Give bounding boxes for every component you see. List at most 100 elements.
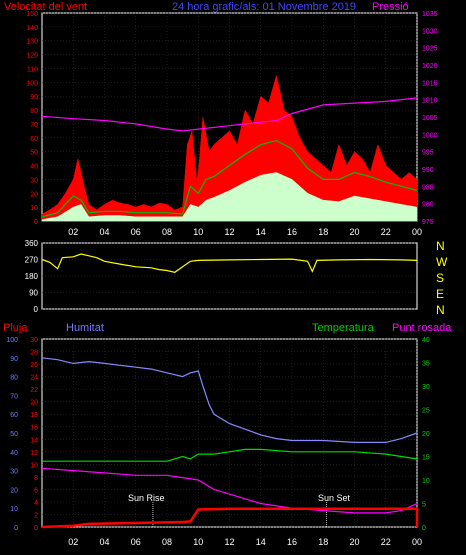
wind-x-tick-1: 04 xyxy=(99,227,109,237)
low-x-tick-9: 20 xyxy=(349,537,359,547)
wind-avg-area xyxy=(41,172,418,222)
pressure-line xyxy=(41,97,418,132)
humidity-y-tick-1: 10 xyxy=(10,506,18,513)
wind-y-tick-4: 40 xyxy=(30,164,38,171)
rain-y-tick-11: 22 xyxy=(30,387,38,394)
dir-y-tick-1: 90 xyxy=(29,289,38,298)
wind-y-tick-11: 110 xyxy=(27,66,38,73)
wind-speed-label: Velocitat del vent xyxy=(4,1,88,13)
rain-label: Pluja xyxy=(3,322,28,334)
humidity-y-tick-7: 70 xyxy=(10,393,18,400)
humidity-label: Humitat xyxy=(66,322,104,334)
pressure-y-tick-6: 1005 xyxy=(422,115,438,122)
rain-y-tick-9: 18 xyxy=(30,412,38,419)
pressure-y-tick-11: 1030 xyxy=(422,28,438,35)
temp-y-tick-7: 35 xyxy=(422,361,430,368)
compass-n-bottom: N xyxy=(436,303,445,317)
pressure-y-tick-5: 1000 xyxy=(422,132,438,139)
rain-y-tick-4: 8 xyxy=(34,475,38,482)
temp-y-tick-0: 0 xyxy=(422,525,426,532)
humidity-y-tick-0: 0 xyxy=(14,525,18,532)
wind-y-tick-15: 150 xyxy=(26,11,38,18)
wind-y-tick-13: 130 xyxy=(26,39,38,46)
humidity-y-tick-4: 40 xyxy=(10,450,18,457)
rain-y-tick-1: 2 xyxy=(34,512,38,519)
low-x-tick-3: 08 xyxy=(162,537,172,547)
humidity-y-tick-5: 50 xyxy=(10,431,18,438)
wind-y-tick-1: 10 xyxy=(30,205,38,212)
rain-y-tick-6: 12 xyxy=(30,450,38,457)
humidity-y-tick-6: 60 xyxy=(10,412,18,419)
wind-y-tick-6: 60 xyxy=(30,136,38,143)
rain-line xyxy=(41,507,419,529)
temp-y-tick-6: 30 xyxy=(422,384,430,391)
wind-y-tick-10: 100 xyxy=(26,80,38,87)
humidity-y-tick-9: 90 xyxy=(10,356,18,363)
wind-x-tick-0: 02 xyxy=(68,227,78,237)
humidity-line xyxy=(41,357,418,443)
humidity-y-tick-2: 20 xyxy=(10,487,18,494)
dir-y-tick-4: 360 xyxy=(25,239,39,248)
low-x-tick-0: 02 xyxy=(68,537,78,547)
temp-y-tick-4: 20 xyxy=(422,431,430,438)
wind-x-tick-7: 16 xyxy=(287,227,297,237)
pressure-y-tick-7: 1010 xyxy=(422,98,438,105)
wind-y-tick-8: 80 xyxy=(30,108,38,115)
low-x-tick-8: 18 xyxy=(318,537,328,547)
rain-y-tick-3: 6 xyxy=(34,487,38,494)
wind-y-tick-2: 20 xyxy=(30,191,38,198)
compass-s: S xyxy=(436,271,445,285)
rain-y-tick-2: 4 xyxy=(34,500,38,507)
pressure-y-tick-2: 985 xyxy=(422,184,434,191)
wind-y-tick-14: 140 xyxy=(26,25,38,32)
wind-y-tick-3: 30 xyxy=(30,177,38,184)
temperature-label: Temperatura xyxy=(312,322,374,334)
low-x-tick-11: 00 xyxy=(412,537,422,547)
pressure-label: Pressió xyxy=(372,1,409,13)
rain-y-tick-0: 0 xyxy=(34,525,38,532)
humidity-y-tick-3: 30 xyxy=(10,469,18,476)
wind-x-tick-8: 18 xyxy=(318,227,328,237)
wind-x-tick-3: 08 xyxy=(162,227,172,237)
pressure-y-tick-3: 990 xyxy=(422,167,434,174)
pressure-y-tick-0: 975 xyxy=(422,219,434,226)
wind-x-tick-2: 06 xyxy=(131,227,141,237)
rain-y-tick-5: 10 xyxy=(30,462,38,469)
wind-mid-line xyxy=(41,139,418,218)
chart-title: 24 hora grafic/als: 01 Novembre 2019 xyxy=(172,1,357,13)
rain-y-tick-10: 20 xyxy=(30,400,38,407)
compass-n-top: N xyxy=(436,239,445,253)
wind-x-tick-4: 10 xyxy=(193,227,203,237)
humidity-y-tick-10: 100 xyxy=(6,337,18,344)
pressure-y-tick-1: 980 xyxy=(422,202,434,209)
dewpoint-line xyxy=(41,467,418,514)
rain-y-tick-12: 24 xyxy=(30,375,38,382)
sun-rise-label: Sun Rise xyxy=(128,493,165,503)
dir-y-tick-2: 180 xyxy=(25,272,39,281)
temperature-line xyxy=(42,448,418,462)
low-x-tick-7: 16 xyxy=(287,537,297,547)
rain-y-tick-7: 14 xyxy=(30,437,38,444)
low-x-tick-4: 10 xyxy=(193,537,203,547)
wind-y-tick-0: 0 xyxy=(34,219,38,226)
wind-y-tick-5: 50 xyxy=(30,150,38,157)
pressure-y-tick-12: 1035 xyxy=(422,11,438,18)
wind-x-tick-5: 12 xyxy=(224,227,234,237)
wind-direction-line xyxy=(41,253,418,273)
low-x-tick-10: 22 xyxy=(381,537,391,547)
sun-set-label: Sun Set xyxy=(318,493,351,503)
pressure-y-tick-10: 1025 xyxy=(422,46,438,53)
wind-y-tick-9: 90 xyxy=(30,94,38,101)
compass-w: W xyxy=(436,255,448,269)
temp-y-tick-3: 15 xyxy=(422,455,430,462)
wind-gust-area xyxy=(41,75,418,222)
rain-y-tick-8: 16 xyxy=(30,425,38,432)
dewpoint-label: Punt rosada xyxy=(392,322,452,334)
low-x-tick-1: 04 xyxy=(99,537,109,547)
wind-x-tick-9: 20 xyxy=(349,227,359,237)
temp-y-tick-8: 40 xyxy=(422,337,430,344)
temp-y-tick-2: 10 xyxy=(422,478,430,485)
compass-e: E xyxy=(436,287,445,301)
wind-x-tick-10: 22 xyxy=(381,227,391,237)
